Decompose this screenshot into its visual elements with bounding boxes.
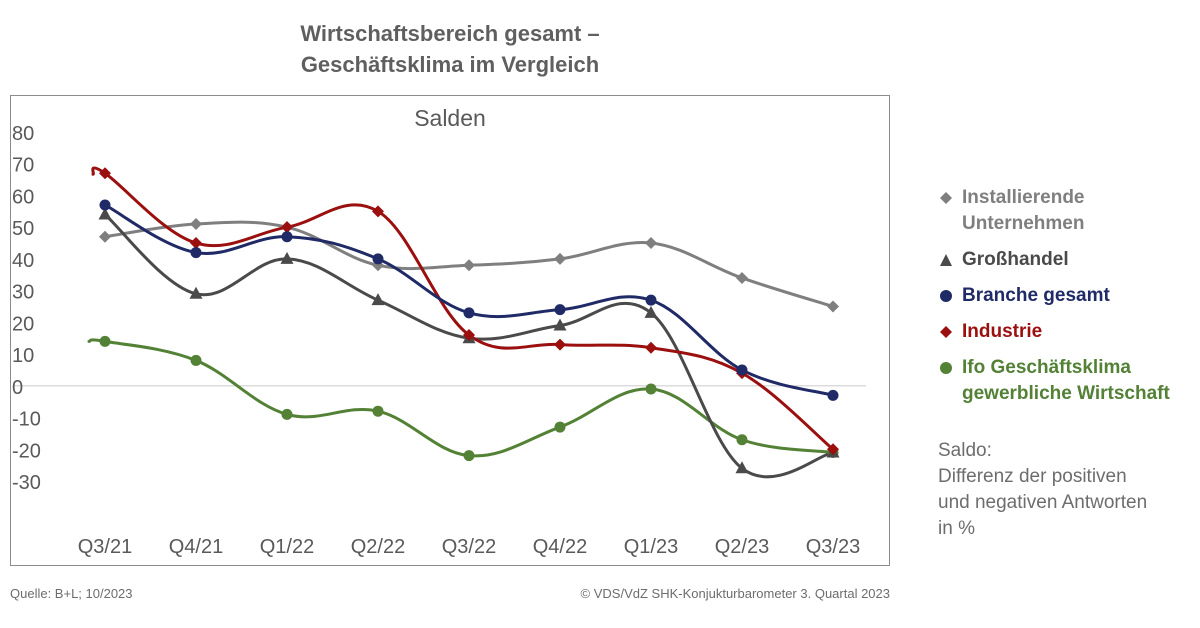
- y-tick-label: 80: [12, 123, 34, 145]
- legend: Installierende Unternehmen Großhandel Br…: [938, 185, 1200, 417]
- data-point-ifo: [190, 354, 202, 366]
- data-point-ifo: [281, 408, 293, 420]
- legend-item-grosshandel: Großhandel: [938, 247, 1200, 273]
- data-point-branche-gesamt: [463, 307, 475, 319]
- legend-label-installierende-line2: Unternehmen: [962, 213, 1085, 234]
- data-point-grosshandel: [735, 461, 749, 474]
- saldo-note-line2: Differenz der positiven: [938, 466, 1127, 487]
- x-tick-label: Q4/22: [533, 536, 587, 558]
- data-point-grosshandel: [189, 286, 203, 299]
- chart-title-line1: Wirtschaftsbereich gesamt –: [300, 21, 600, 46]
- data-point-installierende: [554, 252, 566, 265]
- y-tick-label: -10: [12, 409, 41, 431]
- data-point-installierende: [463, 259, 475, 272]
- legend-diamond-icon: [940, 326, 952, 338]
- data-point-grosshandel: [280, 251, 294, 264]
- y-tick-label: 40: [12, 250, 34, 272]
- y-tick-label: 70: [12, 155, 34, 177]
- saldo-note: Saldo: Differenz der positiven und negat…: [938, 438, 1200, 542]
- data-point-grosshandel: [98, 207, 112, 220]
- x-tick-label: Q3/21: [78, 536, 132, 558]
- y-tick-label: -30: [12, 472, 41, 494]
- x-tick-label: Q2/22: [351, 536, 405, 558]
- legend-label-ifo-line1: Ifo Geschäftsklima: [962, 357, 1131, 378]
- legend-item-branche-gesamt: Branche gesamt: [938, 283, 1200, 309]
- y-tick-label: 10: [12, 345, 34, 367]
- data-point-industrie: [554, 338, 566, 351]
- data-point-ifo: [99, 335, 111, 347]
- data-point-ifo: [736, 434, 748, 446]
- chart-subtitle: Salden: [414, 105, 486, 131]
- data-point-ifo: [372, 405, 384, 417]
- y-tick-label: 20: [12, 313, 34, 335]
- data-point-installierende: [99, 230, 111, 243]
- legend-triangle-icon: [940, 254, 952, 266]
- line-chart: Salden 80 70 60 50 40 30 20 10 0 -10 -20 -30 Q3/21 Q4/…: [12, 105, 866, 558]
- data-point-industrie: [281, 221, 293, 234]
- data-point-installierende: [190, 218, 202, 231]
- legend-item-industrie: Industrie: [938, 319, 1200, 345]
- legend-label-ifo-line2: gewerbliche Wirtschaft: [962, 383, 1170, 404]
- series-line-branche-gesamt: [103, 203, 835, 397]
- data-point-grosshandel: [553, 318, 567, 331]
- data-point-ifo: [463, 450, 475, 462]
- x-tick-label: Q4/21: [169, 536, 223, 558]
- data-point-industrie: [463, 329, 475, 342]
- x-tick-label: Q2/23: [715, 536, 769, 558]
- data-point-industrie: [372, 205, 384, 218]
- data-point-installierende: [827, 300, 839, 313]
- data-point-branche-gesamt: [827, 389, 839, 401]
- y-tick-label: -20: [12, 440, 41, 462]
- legend-diamond-icon: [940, 192, 952, 204]
- x-tick-label: Q1/23: [624, 536, 678, 558]
- saldo-note-line4: in %: [938, 518, 975, 539]
- source-note: Quelle: B+L; 10/2023: [10, 586, 133, 601]
- chart-frame: [10, 95, 890, 566]
- series-line-ifo: [87, 338, 835, 458]
- y-tick-label: 30: [12, 282, 34, 304]
- data-point-ifo: [645, 383, 657, 395]
- legend-label-industrie: Industrie: [962, 321, 1043, 342]
- data-point-industrie: [827, 443, 839, 456]
- legend-label-grosshandel: Großhandel: [962, 249, 1069, 270]
- legend-circle-icon: [940, 362, 952, 374]
- chart-title-line2: Geschäftsklima im Vergleich: [300, 52, 600, 77]
- data-point-installierende: [736, 271, 748, 284]
- series-line-industrie: [91, 166, 835, 451]
- data-point-branche-gesamt: [190, 247, 202, 259]
- data-point-branche-gesamt: [281, 231, 293, 243]
- data-point-industrie: [99, 167, 111, 180]
- legend-circle-icon: [940, 290, 952, 302]
- legend-label-branche-gesamt: Branche gesamt: [962, 285, 1110, 306]
- data-point-ifo: [554, 421, 566, 433]
- data-point-industrie: [645, 341, 657, 354]
- y-tick-label: 50: [12, 218, 34, 240]
- copyright-note: © VDS/VdZ SHK-Konjukturbarometer 3. Quar…: [580, 586, 890, 601]
- data-point-branche-gesamt: [372, 253, 384, 265]
- data-point-industrie: [190, 237, 202, 250]
- y-tick-label: 0: [12, 377, 23, 399]
- data-point-installierende: [645, 237, 657, 250]
- x-tick-label: Q3/23: [806, 536, 860, 558]
- data-point-branche-gesamt: [736, 364, 748, 376]
- x-tick-label: Q1/22: [260, 536, 314, 558]
- data-point-branche-gesamt: [99, 199, 111, 211]
- saldo-note-line3: und negativen Antworten: [938, 492, 1148, 513]
- y-tick-label: 60: [12, 186, 34, 208]
- x-tick-label: Q3/22: [442, 536, 496, 558]
- data-point-grosshandel: [371, 293, 385, 306]
- saldo-note-line1: Saldo:: [938, 440, 992, 461]
- data-point-branche-gesamt: [645, 294, 657, 306]
- legend-item-ifo: Ifo Geschäftsklima gewerbliche Wirtschaf…: [938, 355, 1200, 407]
- chart-title: Wirtschaftsbereich gesamt – Geschäftskli…: [10, 18, 890, 80]
- legend-label-installierende-line1: Installierende: [962, 187, 1085, 208]
- data-point-grosshandel: [644, 305, 658, 318]
- data-point-branche-gesamt: [554, 304, 566, 316]
- legend-item-installierende: Installierende Unternehmen: [938, 185, 1200, 237]
